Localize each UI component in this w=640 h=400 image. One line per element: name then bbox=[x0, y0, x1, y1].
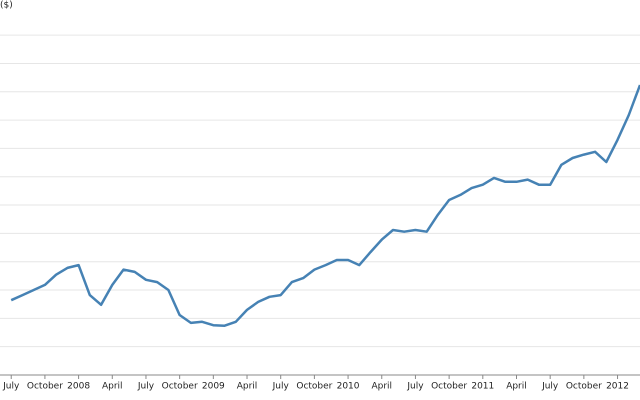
x-tick-label: July bbox=[406, 382, 424, 392]
x-tick-label: July bbox=[272, 382, 290, 392]
x-tick-label: 2011 bbox=[471, 382, 494, 392]
x-tick-label: October bbox=[162, 382, 198, 392]
x-tick-label: July bbox=[2, 382, 20, 392]
x-tick-label: April bbox=[506, 382, 527, 392]
price-line bbox=[10, 84, 640, 327]
x-tick-label: April bbox=[237, 382, 258, 392]
x-tick-label: 2008 bbox=[67, 382, 90, 392]
x-tick-label: 2009 bbox=[202, 382, 225, 392]
x-tick-label: October bbox=[566, 382, 602, 392]
x-tick-label: 2010 bbox=[337, 382, 360, 392]
x-tick-label: October bbox=[431, 382, 467, 392]
x-tick-label: July bbox=[137, 382, 155, 392]
y-axis-label: ($) bbox=[0, 1, 13, 11]
x-tick-label: 2012 bbox=[606, 382, 629, 392]
x-tick-label: October bbox=[27, 382, 63, 392]
x-tick-label: April bbox=[102, 382, 123, 392]
x-tick-label: October bbox=[296, 382, 332, 392]
x-tick-label: April bbox=[371, 382, 392, 392]
x-tick-label: July bbox=[541, 382, 559, 392]
